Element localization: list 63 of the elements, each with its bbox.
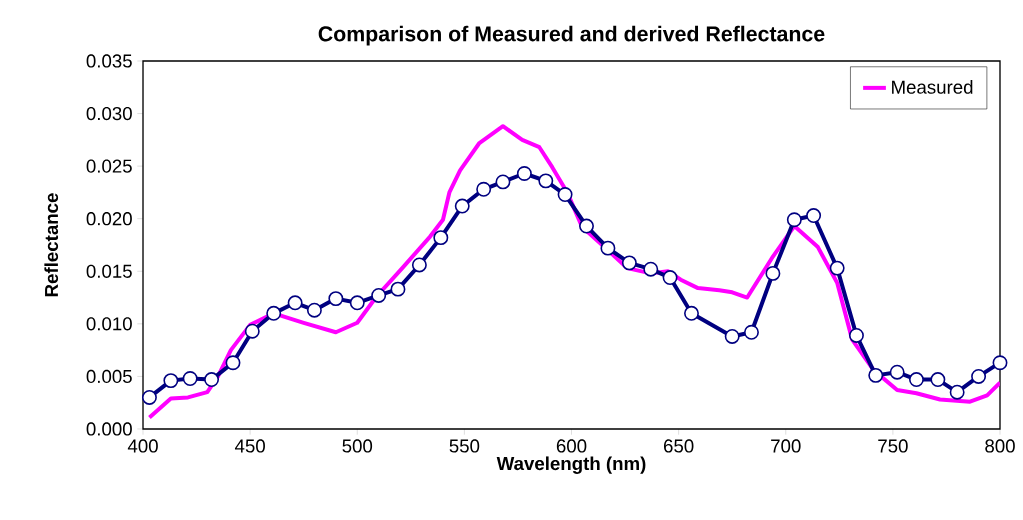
- point: [163, 373, 179, 389]
- point: [579, 218, 594, 234]
- point: [949, 384, 965, 400]
- point: [908, 372, 924, 388]
- point: [744, 324, 759, 340]
- legend-label: Measured: [892, 80, 973, 94]
- point: [684, 305, 699, 321]
- point: [371, 287, 387, 303]
- point: [328, 291, 344, 307]
- point: [390, 281, 406, 297]
- point: [306, 302, 322, 318]
- point: [266, 305, 282, 321]
- point: [411, 257, 427, 273]
- point: [829, 260, 845, 276]
- point: [868, 367, 884, 383]
- line-series: [147, 124, 1000, 420]
- chart-title: Comparison of Measured and derived Reflectance: [318, 25, 825, 46]
- x-axis-title: Wavelength (nm): [496, 456, 646, 474]
- x-tick-label: 550: [449, 439, 480, 453]
- point: [349, 295, 365, 311]
- point: [848, 327, 864, 343]
- x-tick-label: 600: [556, 439, 587, 453]
- y-tick-label: 0.025: [86, 159, 132, 173]
- y-tick-label: 0.020: [86, 212, 132, 226]
- point: [806, 208, 822, 224]
- point: [724, 329, 740, 344]
- y-tick-label: 0.035: [86, 54, 132, 68]
- y-tick-label: 0.000: [86, 422, 132, 436]
- x-tick-label: 700: [771, 439, 801, 453]
- point: [454, 198, 470, 214]
- point: [621, 255, 637, 271]
- point: [992, 355, 1008, 371]
- point: [786, 212, 802, 228]
- point: [287, 295, 303, 311]
- point: [930, 372, 946, 388]
- point: [495, 174, 511, 190]
- point: [557, 187, 573, 202]
- x-tick-label: 650: [664, 439, 694, 453]
- point: [516, 166, 532, 181]
- x-tick-label: 750: [878, 439, 908, 453]
- y-tick-label: 0.015: [86, 264, 132, 278]
- point: [600, 240, 616, 256]
- y-tick-label: 0.030: [86, 106, 132, 121]
- point: [971, 368, 987, 384]
- y-tick-label: 0.005: [86, 369, 132, 384]
- point: [244, 323, 260, 339]
- point: [225, 355, 241, 371]
- point: [662, 270, 678, 286]
- point: [204, 372, 220, 388]
- x-tick-label: 400: [127, 439, 158, 453]
- x-tick-label: 800: [985, 439, 1015, 453]
- point: [182, 371, 198, 386]
- point: [141, 389, 157, 405]
- y-axis-title: Reflectance: [44, 193, 59, 297]
- point: [643, 261, 659, 277]
- x-tick-label: 450: [234, 439, 265, 453]
- point: [433, 230, 449, 246]
- point: [889, 364, 905, 380]
- point: [476, 181, 492, 197]
- point: [538, 173, 554, 189]
- x-tick-label: 500: [342, 439, 373, 453]
- y-tick-label: 0.010: [86, 317, 132, 331]
- point: [765, 265, 781, 281]
